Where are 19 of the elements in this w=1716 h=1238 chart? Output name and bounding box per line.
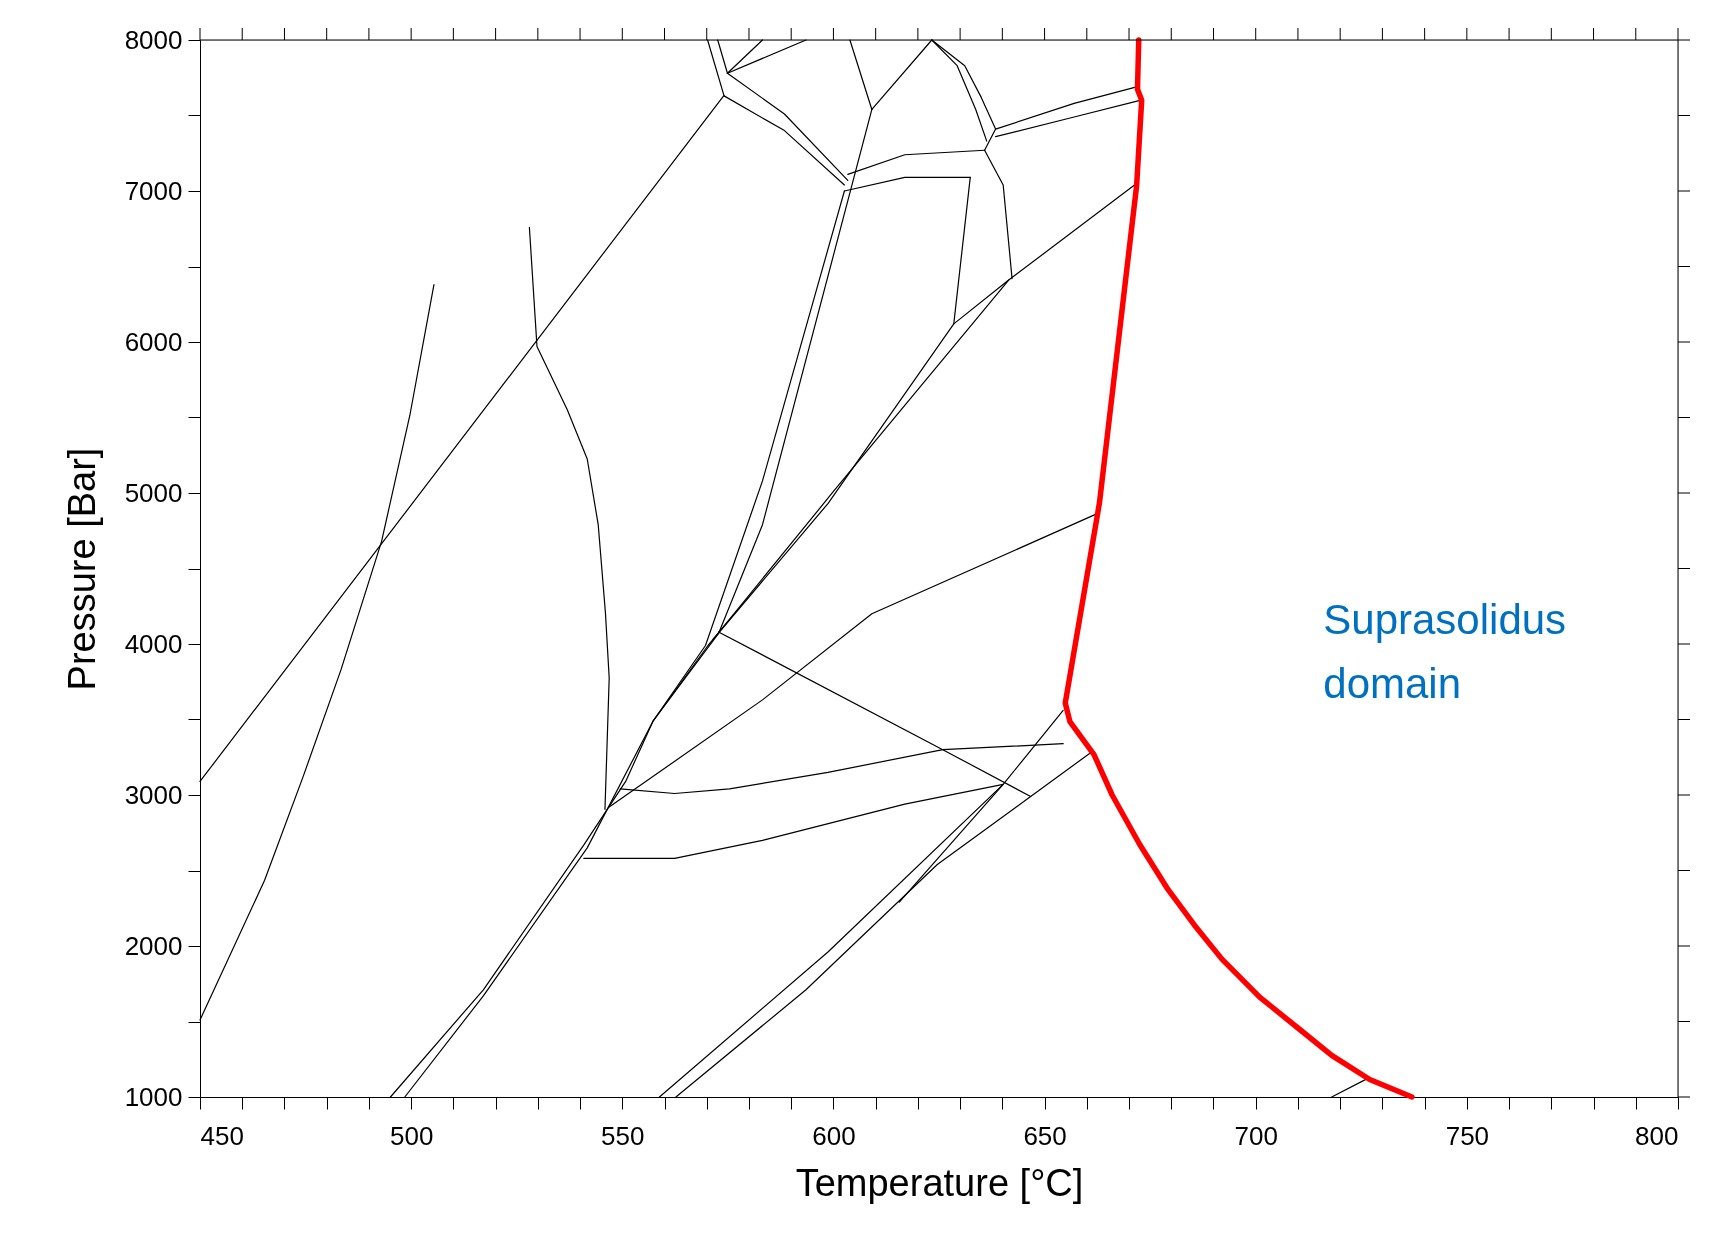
- x-tick-label: 450: [200, 1120, 244, 1151]
- x-axis-title: Temperature [°C]: [795, 1161, 1084, 1204]
- x-tick-label: 800: [1635, 1120, 1679, 1151]
- x-tick-label: 500: [389, 1120, 434, 1151]
- x-tick-label: 750: [1445, 1120, 1490, 1151]
- y-tick-label: 3000: [124, 779, 183, 810]
- x-tick-label: 600: [812, 1120, 856, 1151]
- annotation: Suprasolidus domain: [1323, 596, 1567, 708]
- y-tick-label: 4000: [124, 628, 183, 659]
- y-tick-label: 6000: [124, 326, 183, 357]
- x-tick-label: 550: [601, 1120, 645, 1151]
- y-tick-label: 8000: [124, 24, 183, 55]
- y-tick-label: 2000: [124, 930, 183, 961]
- y-tick-label: 5000: [124, 477, 183, 508]
- y-tick-label: 7000: [124, 175, 183, 206]
- x-tick-label: 700: [1234, 1120, 1278, 1151]
- y-axis-title: Pressure [Bar]: [60, 447, 103, 691]
- y-tick-label: 1000: [124, 1081, 183, 1112]
- x-tick-label: 650: [1023, 1120, 1067, 1151]
